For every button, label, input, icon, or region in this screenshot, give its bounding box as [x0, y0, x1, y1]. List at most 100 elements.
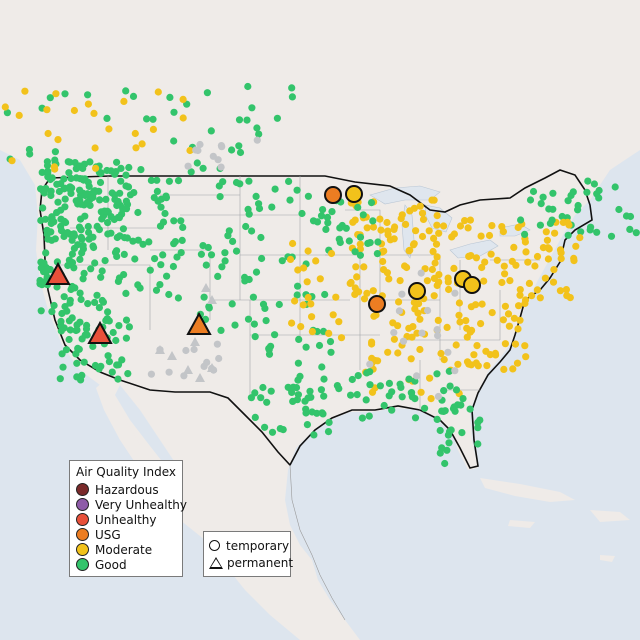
monitor-dot: [53, 180, 61, 188]
monitor-dot: [574, 206, 582, 214]
monitor-dot: [304, 247, 312, 255]
monitor-dot: [524, 258, 532, 266]
featured-monitor-usg[interactable]: [368, 295, 386, 313]
monitor-dot: [84, 222, 92, 231]
monitor-dot: [411, 414, 420, 422]
legend-item-moderate: Moderate: [76, 542, 152, 557]
monitor-dot: [145, 238, 153, 246]
monitor-dot: [356, 245, 364, 253]
monitor-dot: [48, 213, 56, 221]
monitor-dot: [459, 395, 467, 403]
monitor-dot: [543, 236, 552, 244]
monitor-dot: [184, 162, 192, 170]
monitor-dot: [187, 168, 195, 176]
monitor-dot: [435, 229, 443, 237]
monitor-dot: [320, 375, 328, 383]
monitor-dot: [531, 262, 539, 270]
monitor-dot: [318, 409, 326, 417]
monitor-dot: [117, 177, 125, 185]
monitor-dot: [430, 196, 438, 204]
monitor-dot: [251, 333, 259, 341]
monitor-dot: [353, 391, 361, 399]
monitor-dot: [328, 208, 336, 216]
monitor-dot: [424, 306, 432, 315]
monitor-dot: [179, 223, 187, 231]
monitor-dot: [433, 415, 441, 423]
monitor-dot: [53, 258, 62, 266]
featured-monitor-usg[interactable]: [186, 311, 212, 335]
monitor-dot: [306, 387, 314, 395]
monitor-dot: [63, 229, 72, 237]
monitor-dot: [452, 386, 461, 394]
monitor-dot: [178, 236, 186, 244]
monitor-dot: [291, 297, 299, 305]
featured-monitor-usg[interactable]: [324, 186, 342, 204]
monitor-dot: [473, 342, 481, 350]
monitor-dot: [90, 109, 98, 117]
monitor-dot: [120, 97, 128, 105]
featured-monitor-moderate[interactable]: [408, 282, 426, 300]
monitor-dot: [70, 106, 78, 115]
monitor-dot: [433, 212, 441, 220]
monitor-dot: [228, 146, 236, 154]
monitor-dot: [57, 222, 65, 230]
monitor-dot: [150, 194, 158, 202]
monitor-dot: [376, 382, 384, 390]
monitor-dot: [293, 291, 301, 299]
monitor-dot: [556, 246, 565, 254]
monitor-dot: [433, 221, 441, 229]
monitor-dot: [403, 263, 411, 272]
monitor-dot: [81, 212, 89, 220]
monitor-dot: [474, 418, 482, 427]
monitor-dot: [294, 376, 302, 384]
moderate-swatch-icon: [76, 543, 89, 556]
monitor-dot: [446, 382, 454, 390]
featured-monitor-unhealthy[interactable]: [87, 320, 113, 344]
monitor-dot: [500, 262, 508, 270]
monitor-dot: [44, 265, 52, 274]
legend-label: Unhealthy: [95, 512, 157, 527]
monitor-dot: [626, 212, 635, 221]
monitor-dot: [66, 299, 74, 307]
monitor-dot: [549, 189, 557, 197]
monitor-dot: [119, 225, 127, 233]
monitor-dot: [483, 362, 491, 370]
monitor-dot: [380, 401, 388, 410]
legend-item-very-unhealthy: Very Unhealthy: [76, 497, 187, 512]
monitor-dot: [288, 93, 296, 101]
monitor-dot: [214, 272, 222, 280]
monitor-dot: [58, 350, 66, 358]
monitor-dot: [572, 242, 580, 250]
monitor-dot: [510, 243, 518, 251]
monitor-dot: [607, 232, 616, 240]
monitor-dot: [122, 205, 131, 213]
monitor-dot: [157, 203, 165, 211]
monitor-dot: [525, 279, 534, 287]
featured-monitor-unhealthy[interactable]: [45, 261, 71, 285]
monitor-dot: [200, 362, 208, 370]
monitor-dot: [157, 261, 165, 269]
monitor-dot: [125, 163, 133, 172]
monitor-dot: [360, 263, 368, 271]
legend-label: USG: [95, 527, 121, 542]
monitor-dot: [114, 375, 122, 383]
monitor-dot: [615, 205, 623, 214]
monitor-dot: [152, 286, 161, 294]
monitor-dot: [436, 426, 444, 435]
monitor-dot: [474, 424, 482, 432]
monitor-dot: [304, 192, 312, 200]
monitor-dot: [395, 298, 403, 306]
monitor-dot: [113, 158, 121, 166]
monitor-dot: [179, 114, 187, 122]
monitor-dot: [407, 389, 415, 397]
monitor-dot: [433, 253, 441, 261]
monitor-dot: [443, 446, 451, 454]
monitor-dot: [48, 308, 56, 316]
monitor-dot: [139, 240, 147, 248]
monitor-dot: [251, 389, 259, 397]
monitor-dot: [179, 95, 187, 103]
monitor-dot: [193, 159, 201, 167]
featured-monitor-moderate[interactable]: [463, 276, 481, 294]
monitor-dot: [374, 357, 382, 365]
featured-monitor-moderate[interactable]: [345, 185, 363, 203]
